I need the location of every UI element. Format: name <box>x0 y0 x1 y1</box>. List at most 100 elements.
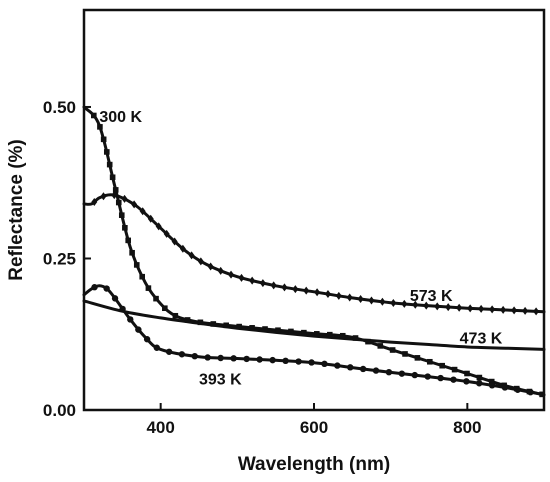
marker-573-k <box>281 283 288 292</box>
marker-300-k <box>476 374 483 381</box>
marker-300-k <box>133 262 140 268</box>
marker-393-k <box>230 355 237 362</box>
axis-ticks <box>84 105 469 411</box>
marker-573-k <box>511 306 518 315</box>
marker-573-k <box>357 295 364 304</box>
marker-393-k <box>204 354 211 361</box>
marker-393-k <box>217 354 224 362</box>
marker-300-k <box>197 319 204 326</box>
marker-573-k <box>467 304 474 313</box>
marker-573-k <box>197 257 204 266</box>
marker-393-k <box>372 367 380 374</box>
marker-393-k <box>334 362 341 369</box>
marker-393-k <box>135 326 142 333</box>
marker-573-k <box>155 222 162 231</box>
marker-573-k <box>91 198 98 207</box>
marker-573-k <box>379 297 386 306</box>
marker-300-k <box>145 285 152 291</box>
x-tick-label: 400 <box>146 418 174 437</box>
marker-300-k <box>223 322 230 329</box>
series-markers <box>91 112 545 398</box>
marker-300-k <box>352 335 359 341</box>
marker-300-k <box>153 295 159 302</box>
series-annotations: 300 K 573 K 473 K 393 K <box>99 109 502 388</box>
marker-393-k <box>91 284 98 291</box>
marker-573-k <box>445 303 452 312</box>
marker-393-k <box>282 357 289 365</box>
marker-393-k <box>527 389 534 396</box>
marker-300-k <box>275 327 281 334</box>
x-tick-label: 600 <box>300 418 328 437</box>
series-line-300-k <box>82 105 546 397</box>
marker-393-k <box>165 348 173 355</box>
marker-573-k <box>100 192 107 201</box>
marker-393-k <box>424 373 431 380</box>
marker-573-k <box>270 281 277 290</box>
marker-573-k <box>147 214 154 223</box>
axis-tick-labels: 400 600 800 0.00 0.25 0.50 <box>43 98 482 437</box>
marker-393-k <box>411 371 418 379</box>
marker-573-k <box>401 299 408 308</box>
series-label-300-k: 300 K <box>99 109 142 126</box>
marker-393-k <box>243 355 250 363</box>
marker-573-k <box>228 270 235 279</box>
y-tick-label: 0.25 <box>43 249 76 268</box>
marker-393-k <box>501 384 509 391</box>
marker-573-k <box>314 288 321 297</box>
marker-573-k <box>188 251 195 260</box>
marker-393-k <box>191 352 198 360</box>
series-label-473-k: 473 K <box>460 330 503 347</box>
marker-300-k <box>539 391 545 398</box>
marker-300-k <box>326 331 333 338</box>
marker-300-k <box>112 187 119 193</box>
marker-300-k <box>97 124 103 130</box>
y-axis-title: Reflectance (%) <box>6 139 27 281</box>
marker-573-k <box>533 307 540 316</box>
marker-300-k <box>109 174 116 181</box>
marker-573-k <box>292 285 299 294</box>
marker-300-k <box>91 112 97 119</box>
x-tick-label: 800 <box>453 418 481 437</box>
marker-573-k <box>303 286 310 295</box>
marker-393-k <box>256 356 263 363</box>
y-tick-label: 0.50 <box>43 98 76 117</box>
marker-393-k <box>398 370 406 377</box>
marker-393-k <box>153 344 160 351</box>
marker-393-k <box>111 295 119 302</box>
marker-573-k <box>335 291 342 300</box>
marker-393-k <box>103 285 110 292</box>
x-axis-title: Wavelength (nm) <box>238 454 390 475</box>
marker-300-k <box>488 378 495 385</box>
marker-393-k <box>347 364 354 371</box>
marker-393-k <box>359 365 367 373</box>
marker-393-k <box>119 305 126 313</box>
marker-573-k <box>238 273 245 282</box>
marker-573-k <box>324 290 331 299</box>
marker-573-k <box>131 200 138 209</box>
marker-300-k <box>103 149 110 155</box>
marker-573-k <box>139 207 146 216</box>
marker-300-k <box>389 347 396 353</box>
marker-300-k <box>301 329 307 336</box>
marker-573-k <box>179 244 186 253</box>
marker-300-k <box>427 358 433 365</box>
marker-573-k <box>207 262 214 271</box>
marker-573-k <box>171 237 178 246</box>
marker-300-k <box>122 225 128 231</box>
marker-393-k <box>269 356 276 364</box>
marker-300-k <box>210 321 217 327</box>
marker-573-k <box>259 279 266 288</box>
marker-300-k <box>414 355 421 361</box>
marker-573-k <box>489 305 496 314</box>
marker-573-k <box>434 302 441 311</box>
marker-300-k <box>172 312 179 319</box>
marker-300-k <box>365 338 371 345</box>
marker-300-k <box>115 199 122 206</box>
marker-300-k <box>139 273 146 280</box>
marker-393-k <box>450 376 457 383</box>
marker-300-k <box>439 362 446 369</box>
marker-573-k <box>412 300 419 309</box>
marker-573-k <box>478 304 485 313</box>
marker-300-k <box>339 332 346 339</box>
